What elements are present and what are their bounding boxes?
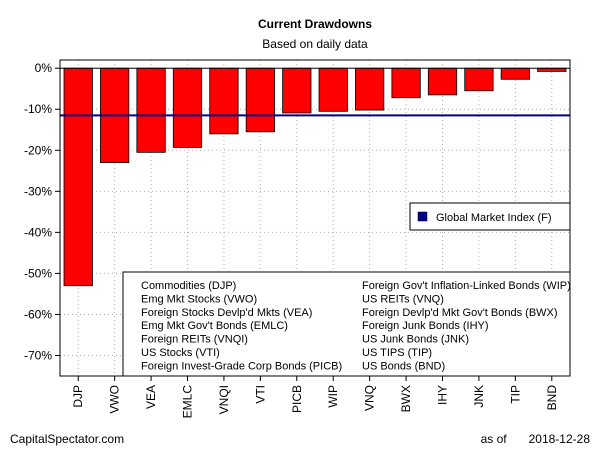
legend-entry-right: Foreign Devlp'd Mkt Gov't Bonds (BWX) <box>362 307 558 319</box>
bar-wip <box>318 67 348 112</box>
bar-tip <box>500 67 530 80</box>
x-tick-label: VWO <box>108 385 122 414</box>
legend-entry-right: US TIPS (TIP) <box>362 347 432 359</box>
legend-entry-right: US REITs (VNQ) <box>362 293 444 305</box>
bar-vnq <box>355 67 385 111</box>
reference-legend-box <box>409 202 571 231</box>
legend-entry-right: US Bonds (BND) <box>362 360 445 372</box>
x-tick-label: PICB <box>290 385 304 413</box>
legend-entry-right: US Junk Bonds (JNK) <box>362 334 469 346</box>
x-tick-label: IHY <box>436 385 450 405</box>
x-tick-label: JNK <box>472 385 486 408</box>
footer-source: CapitalSpectator.com <box>10 432 125 446</box>
x-tick-label: VNQI <box>217 385 231 414</box>
bar-djp <box>63 67 93 287</box>
y-tick-label: -50% <box>24 266 52 280</box>
bar-bwx <box>391 67 421 99</box>
legend-entry-left: Commodities (DJP) <box>141 280 236 292</box>
chart-title: Current Drawdowns <box>258 17 372 31</box>
x-tick-label: VEA <box>144 385 158 409</box>
legend-entry-left: US Stocks (VTI) <box>141 347 220 359</box>
footer-date: 2018-12-28 <box>528 432 590 446</box>
ticker-legend-box <box>122 271 571 377</box>
bars <box>60 67 570 287</box>
ticker-legend: Commodities (DJP)Emg Mkt Stocks (VWO) For… <box>122 271 571 377</box>
legend-entry-right: Foreign Junk Bonds (IHY) <box>362 320 489 332</box>
bar-emlc <box>172 67 203 148</box>
bar-picb <box>282 67 312 114</box>
x-axis: DJP VWO VEA EMLC VNQI VTI PICB WIP VNQ BWX IHY JNK T… <box>71 376 559 418</box>
legend-entry-left: Emg Mkt Stocks (VWO) <box>141 293 257 305</box>
y-tick-label: -70% <box>24 348 52 362</box>
x-tick-label: EMLC <box>181 385 195 419</box>
x-tick-label: DJP <box>71 385 85 408</box>
y-tick-label: -30% <box>24 184 52 198</box>
chart-subtitle: Based on daily data <box>262 37 368 51</box>
y-tick-label: -20% <box>24 143 52 157</box>
y-tick-label: 0% <box>35 61 53 75</box>
legend-entry-left: Foreign Stocks Devlp'd Mkts (VEA) <box>141 307 312 319</box>
footer-date-group: as of 2018-12-28 <box>459 432 590 446</box>
legend-entry-right: Foreign Gov't Inflation-Linked Bonds (WI… <box>362 280 571 292</box>
reference-legend: Global Market Index (F) <box>409 202 571 231</box>
footer-as-of-label: as of <box>480 432 507 446</box>
legend-entry-left: Foreign REITs (VNQI) <box>141 334 248 346</box>
legend-entry-left: Emg Mkt Gov't Bonds (EMLC) <box>141 320 288 332</box>
bar-ihy <box>427 67 458 96</box>
plot-frame <box>59 59 571 377</box>
x-tick-label: TIP <box>508 385 522 404</box>
legend-entry-left: Foreign Invest-Grade Corp Bonds (PICB) <box>141 360 342 372</box>
bar-vea <box>136 67 166 153</box>
bar-vti <box>245 67 275 133</box>
bar-vnqi <box>209 67 239 135</box>
y-tick-label: -10% <box>24 102 52 116</box>
x-tick-label: WIP <box>326 385 340 408</box>
x-tick-label: BWX <box>399 385 413 412</box>
reference-legend-label: Global Market Index (F) <box>436 212 552 224</box>
y-axis: 0% -10% -20% -30% -40% -50% -60% -70% <box>24 61 60 362</box>
x-tick-label: VTI <box>253 385 267 404</box>
bar-jnk <box>464 67 494 92</box>
y-tick-label: -60% <box>24 307 52 321</box>
reference-legend-swatch <box>417 211 428 222</box>
x-tick-label: BND <box>545 385 559 411</box>
x-tick-label: VNQ <box>363 385 377 411</box>
y-tick-label: -40% <box>24 225 52 239</box>
